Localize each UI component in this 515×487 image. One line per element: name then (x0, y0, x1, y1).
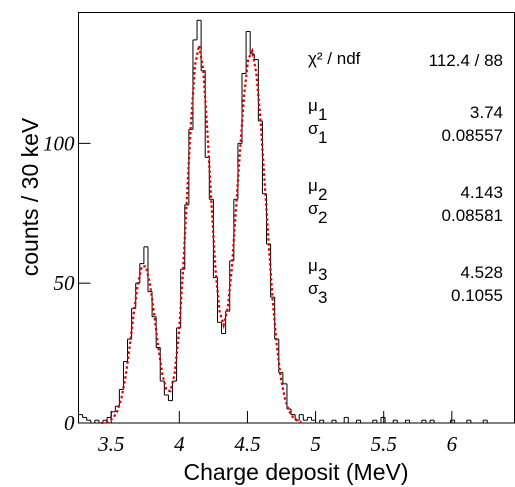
y-tick-label: 0 (64, 411, 75, 435)
x-tick-label: 4 (174, 432, 185, 456)
chi2-label: χ² / ndf (308, 49, 361, 68)
param-index: 3 (318, 288, 327, 307)
x-tick-label: 4.5 (234, 432, 260, 456)
x-tick-label: 6 (447, 432, 458, 456)
x-tick-label: 5.5 (371, 432, 397, 456)
param-index: 2 (318, 208, 327, 227)
param-symbol: σ (308, 279, 319, 298)
y-tick-label: 50 (54, 271, 76, 295)
x-tick-label: 5 (310, 432, 321, 456)
param-value: 0.08557 (442, 126, 503, 145)
param-index: 3 (318, 265, 327, 284)
x-tick-label: 3.5 (97, 432, 124, 456)
param-value: 0.1055 (451, 286, 503, 305)
param-symbol: μ (308, 256, 318, 275)
param-symbol: μ (308, 96, 318, 115)
x-axis-title: Charge deposit (MeV) (184, 459, 409, 485)
chi2-value: 112.4 / 88 (429, 51, 503, 70)
param-symbol: σ (308, 199, 319, 218)
fit-curve (100, 45, 302, 425)
param-value: 3.74 (470, 103, 503, 122)
param-value: 0.08581 (442, 206, 503, 225)
param-value: 4.528 (460, 263, 503, 282)
y-tick-label: 100 (43, 131, 75, 155)
param-symbol: σ (308, 119, 319, 138)
y-axis-title: counts / 30 keV (17, 117, 43, 276)
param-index: 1 (318, 128, 327, 147)
param-index: 1 (318, 105, 327, 124)
param-value: 4.143 (460, 183, 503, 202)
param-symbol: μ (308, 176, 318, 195)
param-index: 2 (318, 185, 327, 204)
